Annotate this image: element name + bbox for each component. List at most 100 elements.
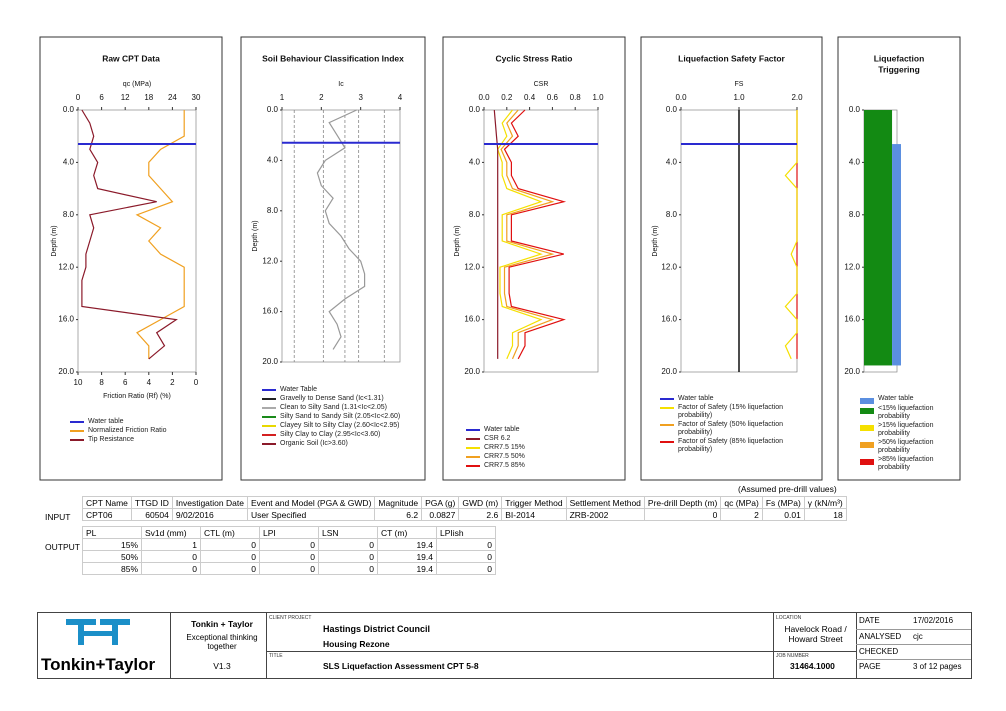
x-tick-label: 0.6	[547, 93, 559, 102]
panel-frame	[442, 36, 626, 481]
x-tick-label: 3	[358, 93, 363, 102]
x2-tick-label: 0	[194, 378, 199, 387]
header-cell: Sv1d (mm)	[141, 526, 201, 539]
legend-item: CRR7.5 15%	[466, 444, 616, 452]
cell: 0.01	[761, 508, 805, 521]
curve	[503, 109, 567, 360]
y-tick-label: 20.0	[58, 367, 74, 376]
legend-swatch	[70, 439, 84, 441]
header-cell: GWD (m)	[458, 496, 503, 509]
legend-item: <15% liquefaction probability	[860, 405, 950, 421]
x-tick-label: 30	[192, 93, 201, 102]
legend-swatch	[466, 456, 480, 458]
title-label: TITLE	[269, 653, 283, 659]
y-tick-label: 0.0	[469, 105, 481, 114]
legend-label: Normalized Friction Ratio	[88, 427, 167, 434]
legend-label: Gravelly to Dense Sand (Ic<1.31)	[280, 395, 384, 402]
cell: 50%	[82, 550, 142, 563]
legend-item: Factor of Safety (85% liquefaction proba…	[660, 438, 790, 454]
y-tick-label: 16.0	[844, 315, 860, 324]
header-cell: PL	[82, 526, 142, 539]
legend-item: Water Table	[262, 386, 412, 394]
curve	[81, 109, 178, 360]
header-cell: γ (kN/m³)	[803, 496, 847, 509]
output-row: 85% 0 0 0 0 19.4 0	[82, 562, 496, 575]
plot-area	[281, 109, 401, 363]
legend-label: Tip Resistance	[88, 436, 135, 443]
version: V1.3	[213, 661, 231, 671]
y-tick-label: 4.0	[666, 158, 678, 167]
legend-label: Clayey Silt to Silty Clay (2.60<Ic<2.95)	[280, 422, 400, 429]
legend-item: Factor of Safety (15% liquefaction proba…	[660, 404, 790, 420]
y-tick-label: 8.0	[469, 210, 481, 219]
legend-swatch	[466, 429, 480, 431]
legend-swatch	[860, 408, 874, 414]
legend-item: Clean to Silty Sand (1.31<Ic<2.05)	[262, 404, 412, 412]
legend-swatch	[466, 465, 480, 467]
legend-label: Clean to Silty Sand (1.31<Ic<2.05)	[280, 404, 388, 411]
analysed-label: ANALYSED	[859, 632, 902, 641]
legend-swatch	[660, 424, 674, 426]
y-tick-label: 4.0	[63, 158, 75, 167]
analysed: cjc	[913, 632, 923, 641]
cell: 0	[259, 538, 319, 551]
job: 31464.1000	[790, 661, 835, 671]
y-tick-label: 12.0	[262, 256, 278, 265]
legend-label: Water table	[878, 395, 914, 402]
cell: 0	[200, 550, 260, 563]
x2-tick-label: 4	[147, 378, 152, 387]
panel-title: Cyclic Stress Ratio	[495, 53, 572, 63]
client-label: CLIENT PROJECT	[269, 615, 312, 621]
input-table: CPT Name TTGD ID Investigation Date Event a…	[82, 496, 847, 521]
title: SLS Liquefaction Assessment CPT 5-8	[323, 661, 479, 671]
job-label: JOB NUMBER	[776, 653, 809, 659]
cell: 85%	[82, 562, 142, 575]
date: 17/02/2016	[913, 616, 954, 625]
legend-label: Water Table	[280, 386, 317, 393]
x-tick-label: 18	[144, 93, 153, 102]
legend-item: CRR7.5 50%	[466, 453, 616, 461]
legend-label: Factor of Safety (50% liquefaction proba…	[678, 421, 784, 436]
legend-label: Organic Soil (Ic>3.60)	[280, 440, 348, 447]
y-tick-label: 4.0	[849, 158, 861, 167]
legend-item: Silty Clay to Clay (2.95<Ic<3.60)	[262, 431, 412, 439]
header-cell: CTL (m)	[200, 526, 260, 539]
legend: Water table Factor of Safety (15% liquefa…	[660, 395, 790, 455]
legend-swatch	[262, 434, 276, 436]
cell: 0	[643, 508, 722, 521]
legend-item: Factor of Safety (50% liquefaction proba…	[660, 421, 790, 437]
legend: Water table CSR 6.2 CRR7.5 15% CRR7.5 50% CR…	[466, 426, 616, 471]
output-label: OUTPUT	[45, 542, 80, 552]
legend-item: Gravelly to Dense Sand (Ic<1.31)	[262, 395, 412, 403]
legend-swatch	[466, 438, 480, 440]
x-axis-label: FS	[735, 81, 744, 88]
x2-tick-label: 10	[74, 378, 83, 387]
legend-label: >50% liquefaction probability	[878, 439, 934, 454]
legend-label: <15% liquefaction probability	[878, 405, 934, 420]
legend-label: Factor of Safety (15% liquefaction proba…	[678, 404, 784, 419]
cell: 6.2	[374, 508, 423, 521]
x2-tick-label: 2	[170, 378, 175, 387]
legend-item: CRR7.5 85%	[466, 462, 616, 470]
output-row: 50% 0 0 0 0 19.4 0	[82, 550, 496, 563]
legend-swatch	[860, 459, 874, 465]
cell: 0	[436, 550, 496, 563]
y-tick-label: 12.0	[661, 262, 677, 271]
y-axis-label: Depth (m)	[51, 225, 58, 256]
header-cell: qc (MPa)	[720, 496, 763, 509]
header-cell: PGA (g)	[421, 496, 460, 509]
curve	[316, 109, 366, 350]
x-axis-label: CSR	[534, 81, 549, 88]
panel-title: Liquefaction Safety Factor	[678, 53, 785, 63]
y-axis-label: Depth (m)	[454, 225, 461, 256]
y-tick-label: 16.0	[464, 315, 480, 324]
y-tick-label: 8.0	[267, 206, 279, 215]
panel-title: Triggering	[878, 64, 920, 74]
x2-tick-label: 6	[123, 378, 128, 387]
cell: 0	[318, 538, 378, 551]
y-tick-label: 8.0	[849, 210, 861, 219]
cell: 0	[259, 562, 319, 575]
legend-swatch	[70, 430, 84, 432]
y-tick-label: 20.0	[262, 357, 278, 366]
